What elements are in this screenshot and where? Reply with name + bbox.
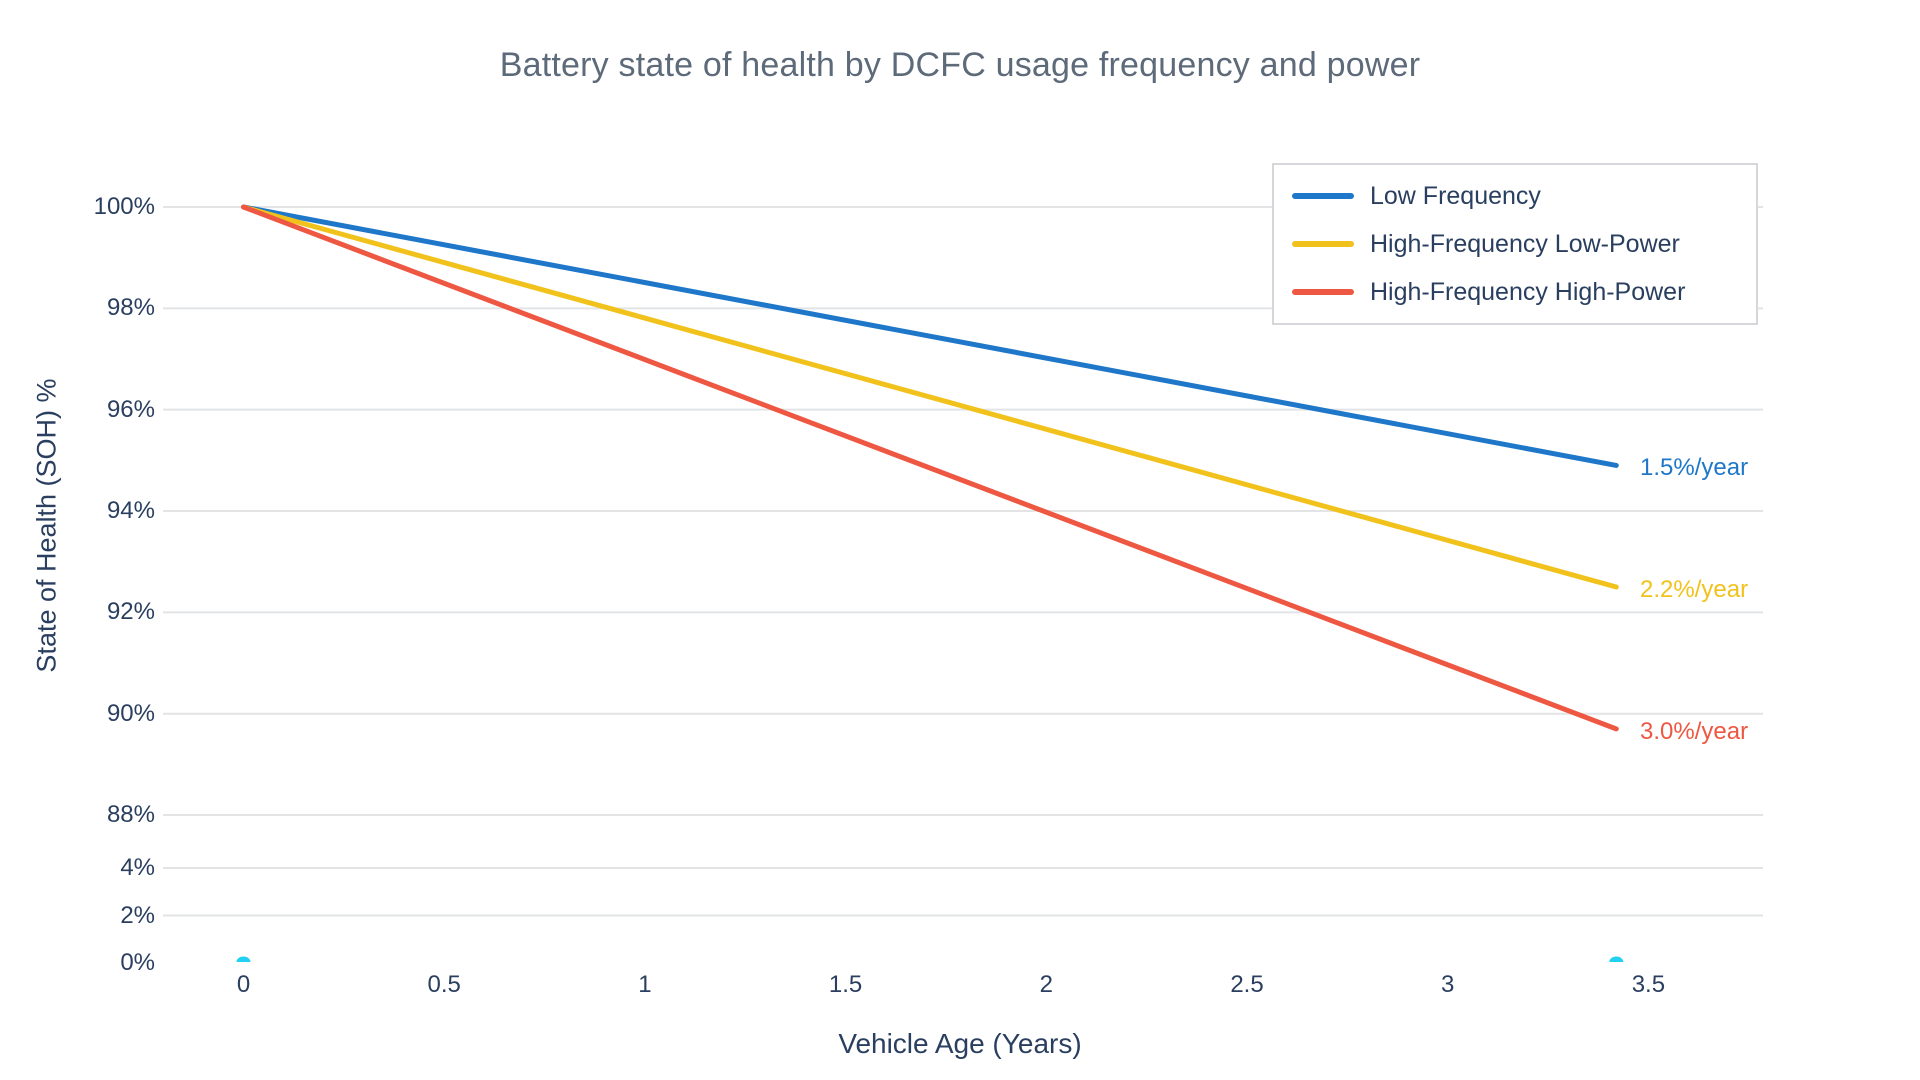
y-tick-label: 2% xyxy=(120,901,155,929)
legend: Low Frequency High-Frequency Low-Power Hig… xyxy=(1272,163,1758,325)
x-tick-label: 1.5 xyxy=(828,971,863,998)
series-line xyxy=(241,204,1619,732)
chart-title: Battery state of health by DCFC usage fr… xyxy=(499,46,1421,84)
legend-swatch-line xyxy=(1292,289,1354,295)
legend-swatch-line xyxy=(1292,241,1354,247)
x-tick-label: 3 xyxy=(1441,971,1455,998)
x-tick-label: 2 xyxy=(1039,971,1053,998)
x-tick-label: 1 xyxy=(638,971,652,998)
y-tick-label: 96% xyxy=(106,395,155,423)
legend-label: High-Frequency Low-Power xyxy=(1370,229,1680,258)
legend-swatch-line xyxy=(1292,193,1354,199)
y-tick-label: 92% xyxy=(106,598,155,626)
y-tick-label: 94% xyxy=(106,497,155,525)
legend-label: Low Frequency xyxy=(1370,181,1541,210)
series-line xyxy=(241,204,1619,590)
y-tick-label: 4% xyxy=(120,854,155,881)
y-tick-label: 100% xyxy=(93,193,155,220)
x-tick-label: 0.5 xyxy=(427,971,461,998)
y-tick-label: 88% xyxy=(106,801,155,829)
legend-label: High-Frequency High-Power xyxy=(1370,277,1686,306)
rate-annotation: 2.2%/year xyxy=(1640,576,1749,604)
legend-item[interactable]: Low Frequency xyxy=(1274,172,1756,220)
series-line xyxy=(241,204,1619,468)
rate-annotation: 1.5%/year xyxy=(1640,454,1749,482)
legend-item[interactable]: High-Frequency High-Power xyxy=(1274,268,1756,316)
y-tick-label: 0% xyxy=(120,949,155,976)
x-tick-label: 0 xyxy=(236,971,251,998)
baseline-marker xyxy=(1609,956,1624,962)
x-tick-label: 2.5 xyxy=(1230,971,1264,998)
y-tick-label: 98% xyxy=(106,294,155,322)
rate-annotation: 3.0%/year xyxy=(1640,717,1749,745)
legend-item[interactable]: High-Frequency Low-Power xyxy=(1274,220,1756,268)
baseline-marker xyxy=(236,956,251,962)
x-tick-label: 3.5 xyxy=(1631,971,1666,998)
x-axis-title: Vehicle Age (Years) xyxy=(838,1028,1082,1059)
y-tick-label: 90% xyxy=(106,699,155,727)
